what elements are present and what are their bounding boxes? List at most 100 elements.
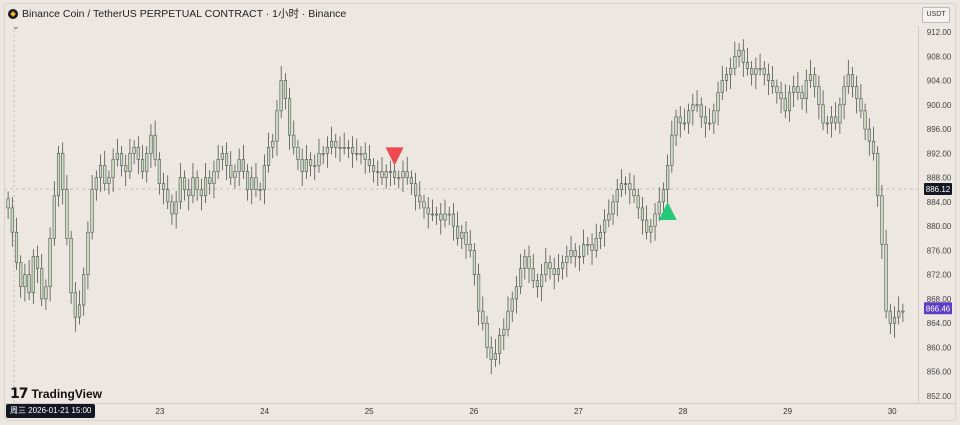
- candle-body: [258, 189, 262, 191]
- candle-body: [598, 231, 602, 239]
- candle-body: [128, 153, 132, 172]
- candle-body: [880, 195, 884, 245]
- candle-body: [422, 201, 426, 209]
- candle-body: [565, 256, 569, 263]
- candle-body: [107, 177, 111, 184]
- candle-body: [712, 110, 716, 124]
- candle-body: [556, 268, 560, 275]
- candle-body: [351, 147, 355, 154]
- candle-body: [44, 286, 48, 300]
- candle-body: [262, 165, 266, 190]
- candle-body: [447, 213, 451, 216]
- candle-body: [229, 165, 233, 178]
- candle-body: [86, 231, 90, 275]
- candle-body: [611, 201, 615, 215]
- candle-body: [569, 250, 573, 257]
- candle-body: [409, 177, 413, 184]
- candle-body: [157, 159, 161, 184]
- last-price-tag-bg: [924, 302, 952, 315]
- candle-body: [460, 231, 464, 239]
- candle-body: [754, 68, 758, 75]
- candle-body: [153, 134, 157, 160]
- candle-body: [115, 153, 119, 160]
- y-tick-label: 892.00: [927, 149, 952, 158]
- candle-body: [300, 159, 304, 172]
- candle-body: [699, 104, 703, 118]
- candle-body: [493, 353, 497, 360]
- candle-body: [224, 153, 229, 166]
- chevron-down-icon[interactable]: ⌄: [12, 21, 20, 31]
- tradingview-logo[interactable]: 17 TradingView: [10, 386, 102, 402]
- candle-body: [514, 286, 518, 300]
- candle-body: [708, 122, 712, 125]
- candle-body: [489, 347, 493, 360]
- candle-body: [510, 298, 514, 312]
- candle-body: [687, 110, 691, 124]
- candle-body: [414, 183, 418, 197]
- candle-body: [355, 153, 359, 155]
- candle-body: [10, 207, 14, 233]
- candle-body: [267, 147, 271, 166]
- symbol-title[interactable]: Binance Coin / TetherUS PERPETUAL CONTRA…: [22, 8, 347, 20]
- candle-body: [90, 189, 94, 233]
- candle-body: [203, 177, 208, 197]
- x-tick-label: 28: [679, 407, 688, 416]
- candle-body: [174, 201, 178, 215]
- currency-button[interactable]: USDT: [922, 7, 950, 23]
- candle-body: [628, 183, 632, 190]
- buy-signal-marker: [658, 201, 677, 220]
- candle-body: [577, 256, 581, 258]
- candle-body: [745, 62, 750, 69]
- candle-body: [682, 122, 687, 125]
- y-tick-label: 864.00: [927, 319, 952, 328]
- candle-body: [871, 140, 876, 154]
- candle-body: [729, 68, 733, 75]
- candle-body: [161, 183, 166, 190]
- candle-body: [346, 147, 350, 149]
- candle-body: [199, 189, 203, 197]
- candle-body: [632, 189, 636, 197]
- candle-body: [678, 116, 682, 124]
- candle-body: [250, 177, 254, 190]
- candle-body: [472, 250, 476, 275]
- candle-body: [829, 116, 834, 124]
- tradingview-logo-text: TradingView: [31, 387, 102, 401]
- candle-body: [439, 213, 443, 221]
- candle-body: [418, 195, 422, 203]
- candle-body: [859, 98, 863, 112]
- candle-body: [372, 165, 376, 172]
- sell-signal-marker: [385, 147, 404, 166]
- candle-body: [456, 225, 460, 239]
- price-axis-divider: [918, 26, 919, 404]
- time-axis-divider: [4, 403, 956, 404]
- candle-body: [376, 171, 380, 173]
- candle-body: [195, 177, 199, 190]
- candle-body: [779, 92, 783, 99]
- candle-body: [544, 262, 548, 275]
- candle-body: [317, 153, 321, 166]
- candle-body: [451, 213, 455, 227]
- candle-body: [888, 310, 892, 324]
- y-tick-label: 876.00: [927, 246, 952, 255]
- candle-body: [506, 310, 510, 330]
- candle-body: [661, 189, 665, 203]
- candle-body: [586, 244, 590, 246]
- y-tick-label: 888.00: [927, 174, 952, 183]
- candle-body: [35, 256, 40, 269]
- candle-body: [94, 177, 98, 190]
- candle-body: [607, 213, 611, 221]
- candle-body: [855, 86, 859, 99]
- last-price-tag: 866.46: [926, 304, 951, 313]
- candle-body: [825, 122, 829, 125]
- x-tick-label: 30: [888, 407, 897, 416]
- candle-body: [741, 49, 745, 63]
- candle-body: [212, 171, 216, 184]
- reference-price-tag: 886.12: [926, 185, 951, 194]
- x-tick-label: 24: [260, 407, 269, 416]
- candle-body: [82, 274, 86, 306]
- candle-body: [73, 292, 77, 318]
- candle-body: [233, 171, 237, 178]
- y-tick-label: 860.00: [927, 343, 952, 352]
- candle-body: [716, 92, 720, 112]
